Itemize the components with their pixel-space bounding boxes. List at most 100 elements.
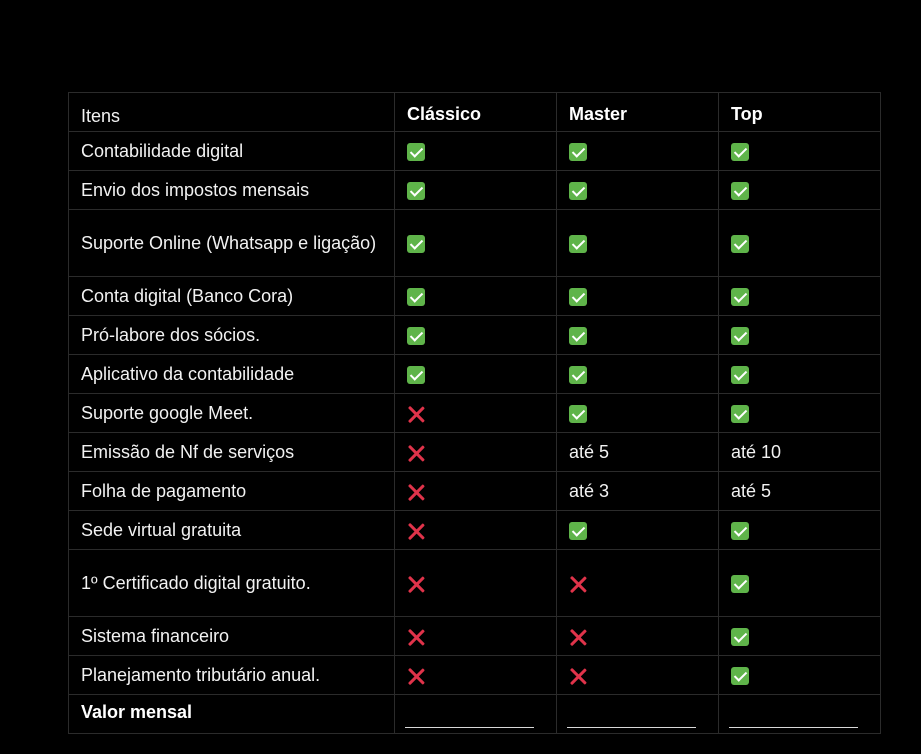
table-row: Planejamento tributário anual. bbox=[68, 655, 881, 695]
check-mark-icon bbox=[731, 366, 749, 385]
feature-value-master bbox=[556, 616, 719, 656]
blank-value-line bbox=[729, 705, 858, 728]
cross-mark-icon bbox=[407, 444, 425, 462]
blank-value-line bbox=[405, 705, 534, 728]
check-mark-icon bbox=[407, 288, 425, 307]
table-row: Contabilidade digital bbox=[68, 131, 881, 171]
blank-value-line bbox=[567, 705, 696, 728]
check-mark-icon bbox=[569, 405, 587, 424]
feature-value-master bbox=[556, 276, 719, 316]
check-mark-icon bbox=[569, 182, 587, 201]
table-body: Contabilidade digital Envio dos impostos … bbox=[68, 131, 881, 695]
table-row: Envio dos impostos mensais bbox=[68, 170, 881, 210]
table-row: Suporte Online (Whatsapp e ligação) bbox=[68, 209, 881, 277]
feature-value-top: até 5 bbox=[718, 471, 881, 511]
feature-label: Envio dos impostos mensais bbox=[68, 170, 395, 210]
feature-value-classico bbox=[394, 131, 557, 171]
plan-header-master: Master bbox=[556, 92, 719, 132]
table-footer-row: Valor mensal bbox=[68, 694, 881, 734]
cross-mark-icon bbox=[569, 575, 587, 593]
feature-label: Pró-labore dos sócios. bbox=[68, 315, 395, 355]
feature-value-master bbox=[556, 315, 719, 355]
cross-mark-icon bbox=[569, 628, 587, 646]
cross-mark-icon bbox=[407, 575, 425, 593]
check-mark-icon bbox=[731, 522, 749, 541]
check-mark-icon bbox=[569, 235, 587, 254]
feature-value-master bbox=[556, 510, 719, 550]
monthly-value-classico bbox=[394, 694, 557, 734]
feature-value-classico bbox=[394, 209, 557, 277]
table-row: 1º Certificado digital gratuito. bbox=[68, 549, 881, 617]
check-mark-icon bbox=[407, 143, 425, 162]
feature-value-top bbox=[718, 170, 881, 210]
cross-mark-icon bbox=[407, 483, 425, 501]
table-header-row: Itens Clássico Master Top bbox=[68, 92, 881, 132]
feature-value-top: até 10 bbox=[718, 432, 881, 472]
feature-value-master: até 3 bbox=[556, 471, 719, 511]
check-mark-icon bbox=[731, 575, 749, 594]
feature-label: Emissão de Nf de serviços bbox=[68, 432, 395, 472]
table-row: Pró-labore dos sócios. bbox=[68, 315, 881, 355]
feature-label: Folha de pagamento bbox=[68, 471, 395, 511]
plan-header-classico: Clássico bbox=[394, 92, 557, 132]
monthly-value-top bbox=[718, 694, 881, 734]
feature-value-top bbox=[718, 354, 881, 394]
feature-label: Suporte google Meet. bbox=[68, 393, 395, 433]
feature-label: 1º Certificado digital gratuito. bbox=[68, 549, 395, 617]
check-mark-icon bbox=[569, 366, 587, 385]
check-mark-icon bbox=[407, 366, 425, 385]
feature-value-text: até 5 bbox=[569, 442, 610, 462]
table-row: Conta digital (Banco Cora) bbox=[68, 276, 881, 316]
feature-value-classico bbox=[394, 315, 557, 355]
check-mark-icon bbox=[731, 288, 749, 307]
cross-mark-icon bbox=[407, 667, 425, 685]
feature-value-text: até 5 bbox=[731, 481, 772, 501]
table-row: Folha de pagamento até 3 até 5 bbox=[68, 471, 881, 511]
feature-value-master bbox=[556, 393, 719, 433]
feature-value-top bbox=[718, 616, 881, 656]
cross-mark-icon bbox=[569, 667, 587, 685]
feature-value-classico bbox=[394, 616, 557, 656]
feature-value-master bbox=[556, 170, 719, 210]
feature-value-master: até 5 bbox=[556, 432, 719, 472]
check-mark-icon bbox=[731, 182, 749, 201]
check-mark-icon bbox=[731, 667, 749, 686]
plan-header-top: Top bbox=[718, 92, 881, 132]
feature-value-master bbox=[556, 655, 719, 695]
table-row: Aplicativo da contabilidade bbox=[68, 354, 881, 394]
feature-value-top bbox=[718, 209, 881, 277]
check-mark-icon bbox=[569, 327, 587, 346]
check-mark-icon bbox=[569, 143, 587, 162]
table-row: Sede virtual gratuita bbox=[68, 510, 881, 550]
feature-label: Sede virtual gratuita bbox=[68, 510, 395, 550]
feature-value-top bbox=[718, 510, 881, 550]
cross-mark-icon bbox=[407, 405, 425, 423]
feature-value-classico bbox=[394, 432, 557, 472]
table-row: Sistema financeiro bbox=[68, 616, 881, 656]
feature-value-classico bbox=[394, 655, 557, 695]
check-mark-icon bbox=[569, 288, 587, 307]
feature-value-classico bbox=[394, 354, 557, 394]
feature-label: Conta digital (Banco Cora) bbox=[68, 276, 395, 316]
check-mark-icon bbox=[731, 327, 749, 346]
feature-value-classico bbox=[394, 471, 557, 511]
feature-value-top bbox=[718, 393, 881, 433]
feature-value-master bbox=[556, 354, 719, 394]
check-mark-icon bbox=[731, 628, 749, 647]
cross-mark-icon bbox=[407, 522, 425, 540]
plans-comparison-table: Itens Clássico Master Top Contabilidade … bbox=[68, 92, 881, 734]
feature-label: Contabilidade digital bbox=[68, 131, 395, 171]
feature-value-classico bbox=[394, 510, 557, 550]
table-row: Emissão de Nf de serviços até 5 até 10 bbox=[68, 432, 881, 472]
feature-value-master bbox=[556, 209, 719, 277]
header-items-label: Itens bbox=[68, 92, 395, 132]
check-mark-icon bbox=[407, 327, 425, 346]
footer-monthly-value-label: Valor mensal bbox=[68, 694, 395, 734]
feature-label: Planejamento tributário anual. bbox=[68, 655, 395, 695]
check-mark-icon bbox=[407, 235, 425, 254]
monthly-value-master bbox=[556, 694, 719, 734]
feature-value-classico bbox=[394, 393, 557, 433]
table-row: Suporte google Meet. bbox=[68, 393, 881, 433]
feature-label: Suporte Online (Whatsapp e ligação) bbox=[68, 209, 395, 277]
check-mark-icon bbox=[569, 522, 587, 541]
